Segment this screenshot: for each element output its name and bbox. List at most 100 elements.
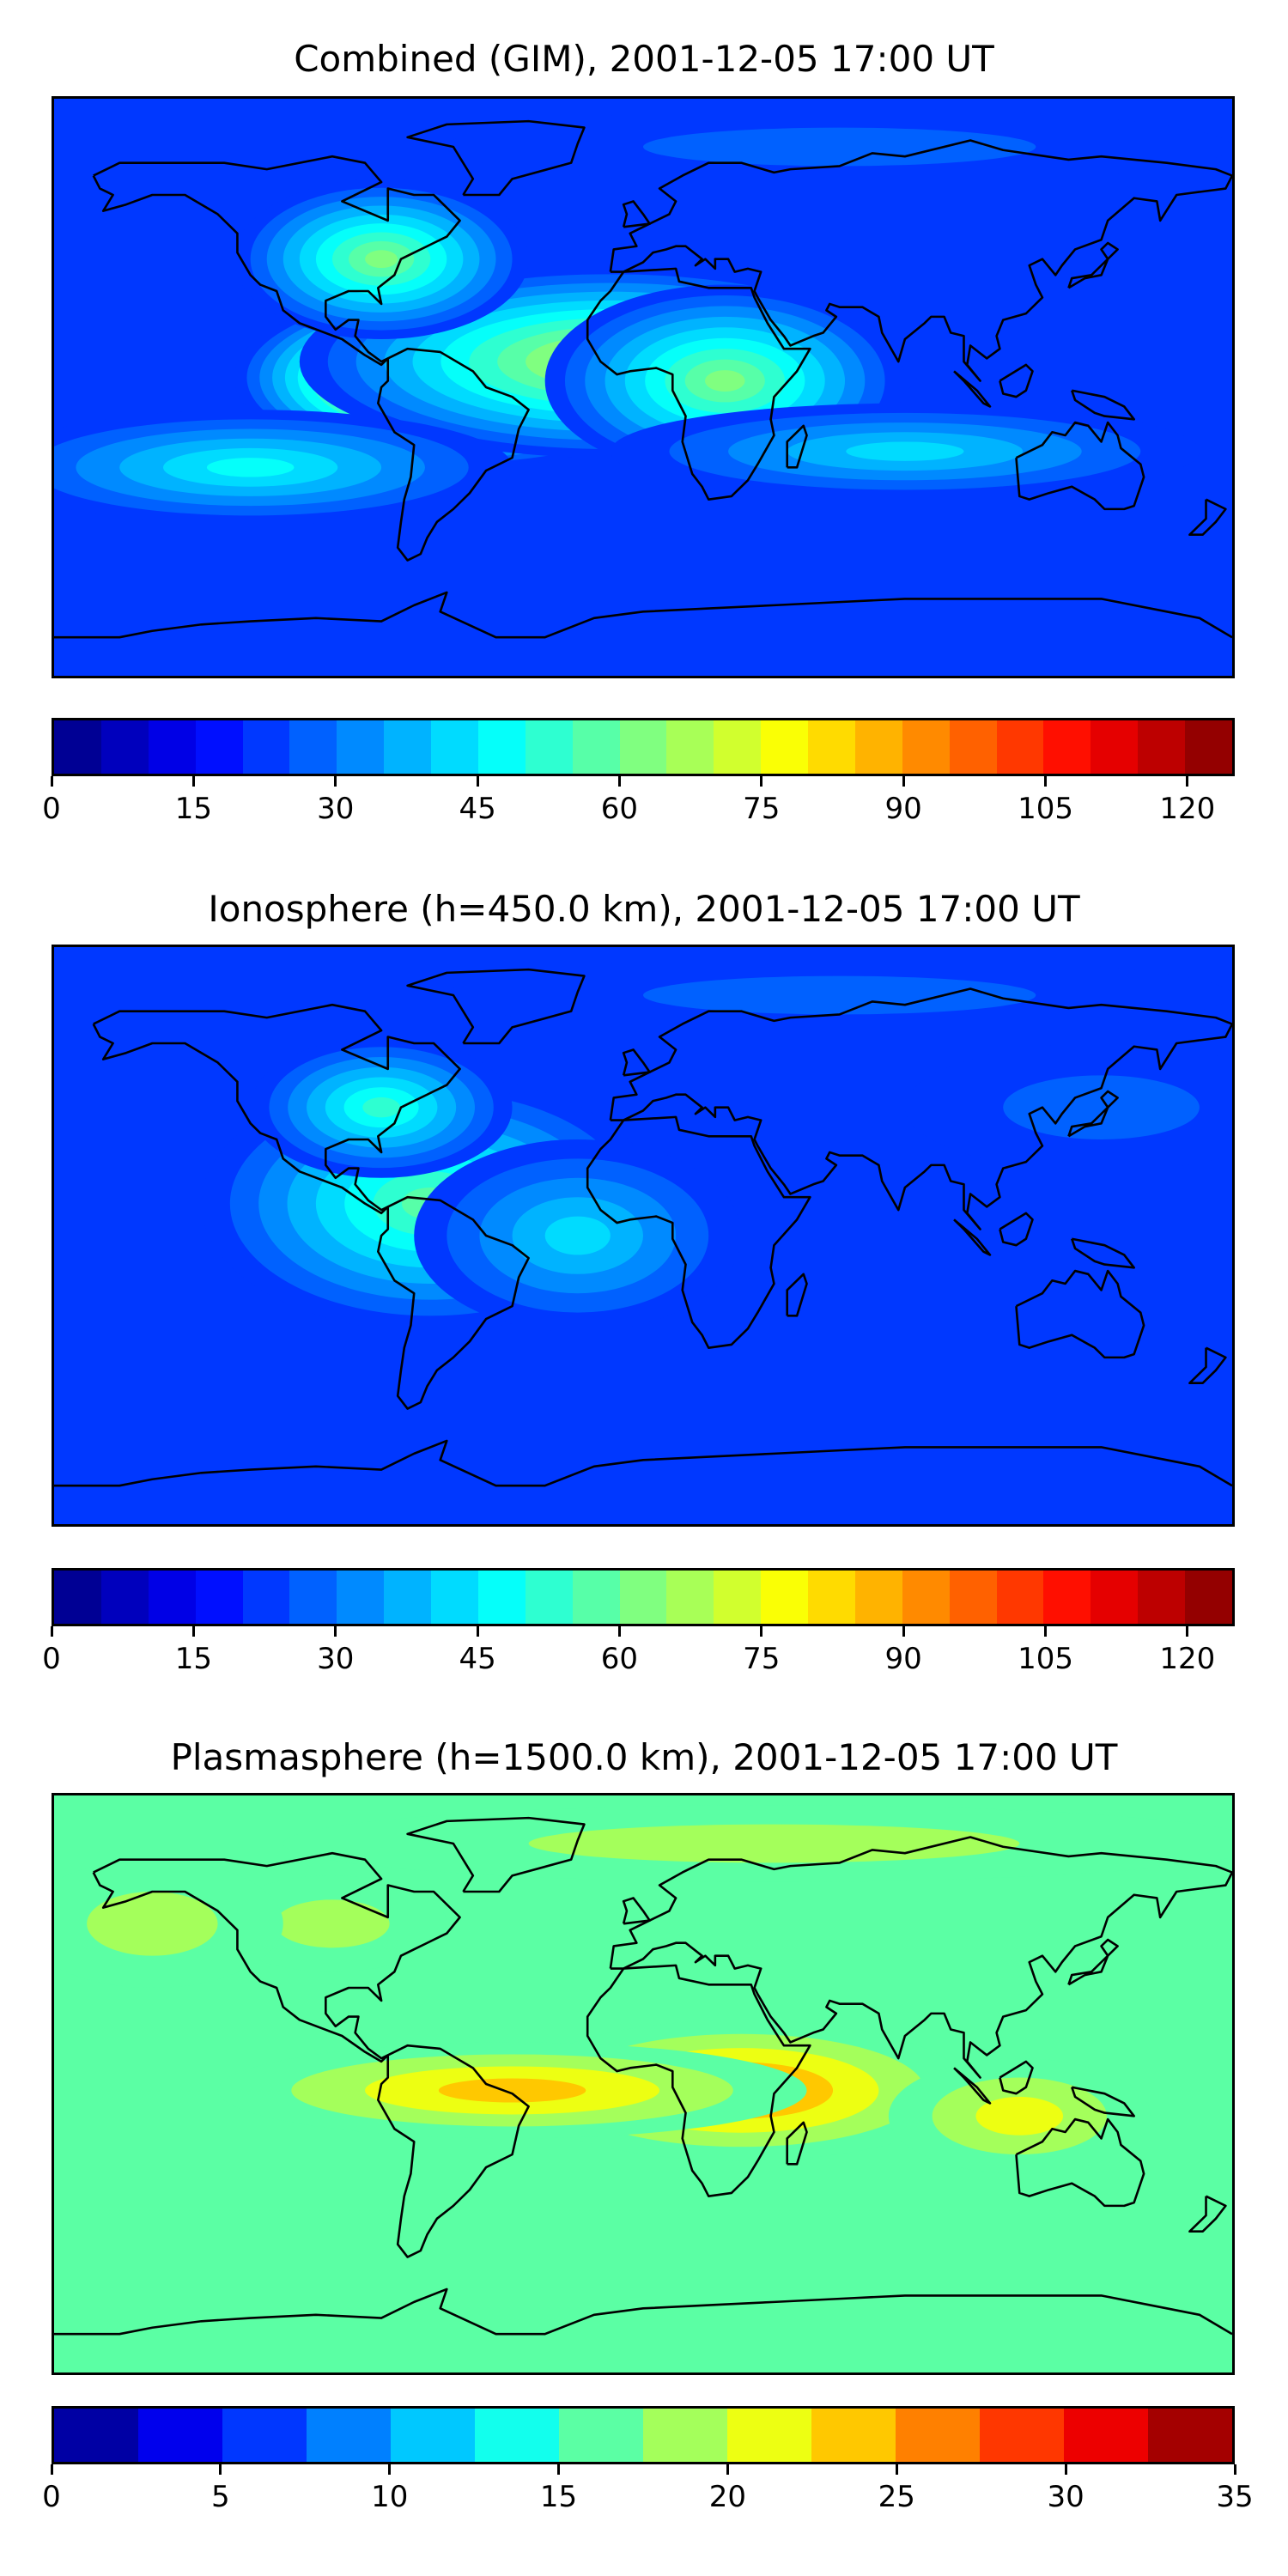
coastline [953,370,992,408]
colorbar-segment [666,720,714,774]
coastline [376,2044,530,2258]
colorbar-segment [1091,1571,1139,1624]
tick-mark [760,1626,763,1637]
colorbar-segment [714,720,762,774]
coastline [1067,1938,1119,1986]
colorbar-segment [431,1571,478,1624]
tick-mark [1064,2464,1067,2475]
colorbar-segment [761,1571,808,1624]
tick-mark [334,776,337,787]
coastline [406,968,586,1045]
colorbar-segment [619,720,667,774]
colorbar-segment [1148,2409,1232,2462]
coastline [406,1816,586,1893]
tick-mark [1044,776,1048,787]
colorbar-segment [138,2409,222,2462]
contour-north-america-low [217,1875,447,1972]
panel-3-map-svg [54,1795,1232,2372]
tick-mark [1044,1626,1048,1637]
tick-mark [50,776,53,787]
colorbar-segment [1043,1571,1091,1624]
colorbar-segment [619,1571,667,1624]
colorbar-segment [896,2409,980,2462]
colorbar-segment [902,1571,950,1624]
colorbar-segment [643,2409,727,2462]
colorbar-segment [854,720,902,774]
contour-arctic-low [447,108,1232,185]
colorbar-segment [431,720,478,774]
colorbar-segment [525,1571,573,1624]
tick-label: 45 [459,1642,496,1676]
tick-mark [902,776,905,787]
tick-label: 15 [174,1642,212,1676]
panel-2-map [52,945,1235,1527]
tick-mark [557,2464,561,2475]
tick-label: 15 [174,792,212,826]
tick-mark [219,2464,222,2475]
colorbar-segment [195,720,243,774]
tick-mark [476,776,479,787]
colorbar-segment [195,1571,243,1624]
colorbar-segment [1043,720,1091,774]
coastline [953,1218,992,1256]
contour-level [643,127,1036,167]
colorbar-segment [100,1571,149,1624]
coastline [586,267,811,501]
colorbar-segment [1185,1571,1232,1624]
coastline [1071,1237,1135,1269]
contour-level [975,2096,1064,2136]
colorbar-segment [980,2409,1064,2462]
colorbar-segment [1138,1571,1185,1624]
tick-mark [895,2464,898,2475]
tick-label: 90 [884,1642,922,1676]
colorbar-segment [727,2409,811,2462]
coastline [786,424,808,469]
panel-3-title: Plasmasphere (h=1500.0 km), 2001-12-05 1… [170,1736,1118,1778]
contour-tropical-belt [217,2042,807,2139]
contour-level [1003,1075,1200,1139]
coastlines [54,1816,1232,2336]
colorbar-segment [572,720,620,774]
colorbar-segment [54,1571,101,1624]
colorbar-segment [1064,2409,1148,2462]
tick-mark [334,1626,337,1637]
colorbar-segment [559,2409,643,2462]
colorbar-segment [100,720,149,774]
coastlines [54,968,1232,1487]
panel-3-colorbar-ticks: 0 5 10 15 20 25 30 35 [42,2464,1254,2516]
tick-label: 0 [42,1642,61,1676]
colorbar-segment [949,720,997,774]
coastline [622,200,651,228]
coastline [376,347,530,562]
colorbar-segment [525,720,573,774]
contour-level [362,1097,400,1118]
coastline [1188,498,1227,537]
tick-label: 5 [211,2480,230,2514]
contour-level [643,975,1036,1015]
coastline [406,119,586,197]
tick-label: 75 [743,1642,781,1676]
contour-pacific-south-band [54,410,513,526]
colorbar-segment [477,1571,526,1624]
tick-label: 0 [42,792,61,826]
contour-north-america-midlat [234,179,529,339]
coastline [1071,2086,1135,2117]
colorbar-segment [572,1571,620,1624]
tick-label: 30 [317,792,355,826]
colorbar-segment [854,1571,902,1624]
panel-1-map-svg [54,99,1232,676]
contour-indonesia-australia [888,2058,1151,2174]
colorbar-segment [477,720,526,774]
contour-atlantic-tropic [414,1139,742,1332]
colorbar-segment [222,2409,307,2462]
contour-level [365,250,398,269]
coastline [622,1048,651,1077]
tick-label: 90 [884,792,922,826]
contour-north-america-midlat [250,1036,513,1178]
contour-level [544,1216,611,1255]
contour-level [846,441,964,461]
tick-mark [760,776,763,787]
coastline [586,1964,811,2197]
colorbar-segment [761,720,808,774]
tick-label: 105 [1018,792,1073,826]
